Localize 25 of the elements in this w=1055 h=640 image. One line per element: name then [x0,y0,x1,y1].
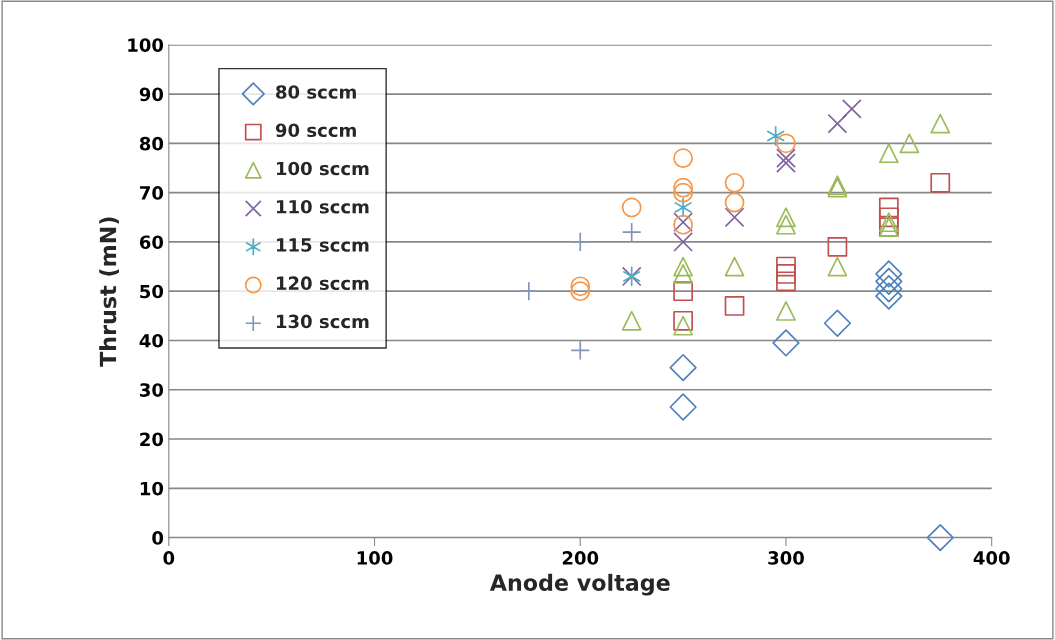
y-tick-label: 50 [140,284,164,299]
x-tick-label: 0 [163,551,175,565]
x-axis-title: Anode voltage [489,573,670,596]
y-tick-label: 30 [140,383,164,397]
y-tick-label: 10 [140,481,164,496]
y-tick-label: 60 [139,235,164,250]
x-tick-label: 200 [562,551,599,565]
y-tick-label: 40 [139,333,164,348]
y-tick-label: 0 [152,531,164,545]
legend-label: 110 sccm [276,199,369,214]
legend-label: 130 sccm [276,314,369,329]
x-tick-label: 400 [973,551,1010,565]
legend-label: 100 sccm [276,161,369,176]
y-tick-label: 80 [139,136,164,151]
x-tick-label: 300 [768,551,804,565]
y-axis-title: Thrust (mN) [99,217,119,367]
x-tick-label: 100 [357,551,393,565]
y-tick-label: 90 [139,87,164,102]
legend-label: 90 sccm [275,123,356,138]
legend-label: 120 sccm [276,276,369,291]
y-tick-label: 20 [140,432,164,447]
legend-label: 80 sccm [276,85,356,99]
y-tick-label: 70 [140,186,164,200]
legend-label: 115 sccm [276,238,369,252]
y-tick-label: 100 [128,38,164,52]
